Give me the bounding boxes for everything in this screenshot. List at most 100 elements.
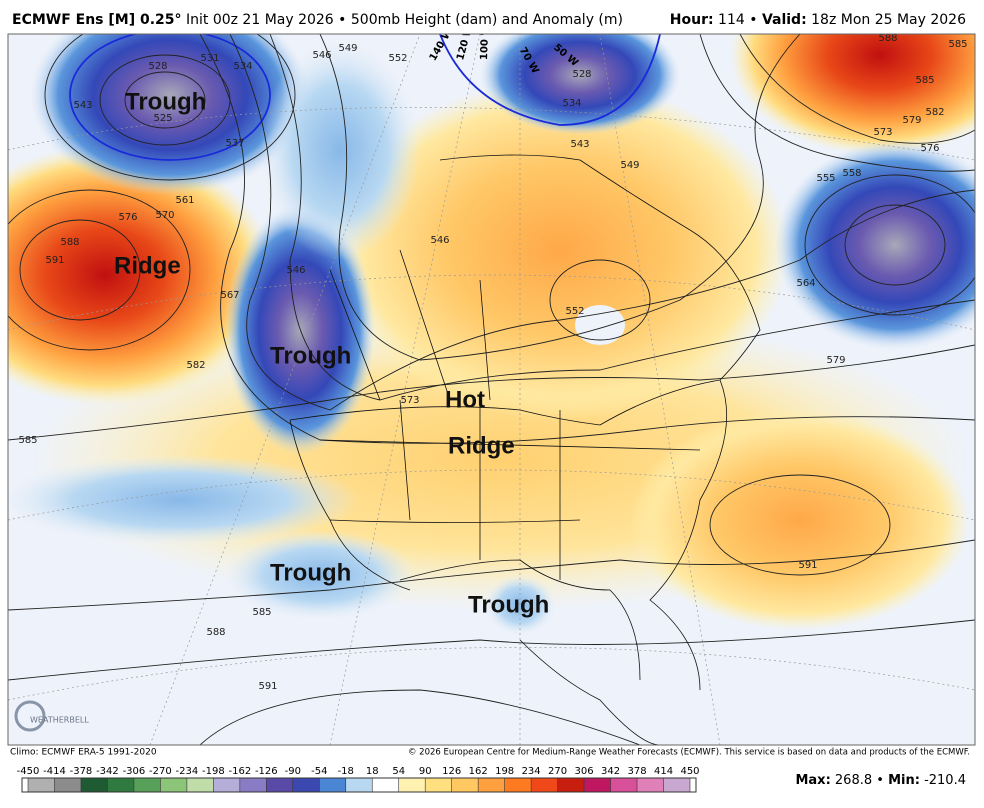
colorbar-segment xyxy=(319,778,346,792)
max: 268.8 xyxy=(835,773,872,788)
colorbar-segment xyxy=(425,778,452,792)
valid-time: Hour: 114 • Valid: 18z Mon 25 May 2026 xyxy=(670,12,966,28)
colorbar-frame xyxy=(21,777,697,793)
colorbar-segment xyxy=(398,778,426,792)
contour-label: 588 xyxy=(206,627,225,638)
logo-text: WEATHERBELL xyxy=(30,716,89,725)
graticule xyxy=(8,34,975,745)
contour-label: 552 xyxy=(565,306,584,317)
colorbar-segment xyxy=(584,778,611,792)
contour-label: 546 xyxy=(430,235,449,246)
contour-label: 573 xyxy=(873,127,892,138)
colorbar-tick-label: -342 xyxy=(96,766,119,777)
colorbar-segment xyxy=(610,778,638,792)
colorbar-tick-label: 378 xyxy=(627,766,646,777)
colorbar-segment xyxy=(54,778,81,792)
contour-label: 591 xyxy=(798,560,817,571)
colorbar-tick-label: 450 xyxy=(680,766,699,777)
colorbar-tick-label: 234 xyxy=(522,766,541,777)
contour-label: 534 xyxy=(562,98,581,109)
colorbar-segment xyxy=(28,778,55,792)
separator: • xyxy=(749,12,757,28)
contour-label: 531 xyxy=(200,53,219,64)
colorbar-segment xyxy=(160,778,187,792)
colorbar-segment xyxy=(531,778,558,792)
run: Init 00z 21 May 2026 • 500mb Height (dam… xyxy=(186,12,623,28)
colorbar-tick-label: -18 xyxy=(338,766,354,777)
model: ECMWF Ens [M] 0.25° xyxy=(12,12,182,28)
colorbar-tick-label: -54 xyxy=(311,766,327,777)
min: -210.4 xyxy=(924,773,966,788)
colorbar-tick-label: 342 xyxy=(601,766,620,777)
colorbar-tick-label: 162 xyxy=(469,766,488,777)
colorbar-tick-label: 54 xyxy=(392,766,405,777)
colorbar-segment xyxy=(186,778,214,792)
contour-label: 585 xyxy=(948,39,967,50)
feature-label: Hot xyxy=(445,386,485,413)
colorbar-segment xyxy=(266,778,293,792)
contour-label: 543 xyxy=(570,139,589,150)
min-label: Min: xyxy=(888,773,920,788)
borders xyxy=(289,154,761,745)
contour-label: 582 xyxy=(925,107,944,118)
logo: WEATHERBELL xyxy=(14,700,89,732)
colorbar-segment xyxy=(557,778,585,792)
contour-label: 549 xyxy=(620,160,639,171)
colorbar-tick-label: 306 xyxy=(575,766,594,777)
contour-label: 546 xyxy=(286,265,305,276)
contour-label: 588 xyxy=(878,33,897,44)
contour-label: 591 xyxy=(258,681,277,692)
colorbar-tick-label: -414 xyxy=(43,766,66,777)
colorbar-segment xyxy=(239,778,267,792)
contour-label: 528 xyxy=(572,69,591,80)
hour: 114 xyxy=(718,12,745,28)
colorbar-segment xyxy=(372,778,399,792)
contour-label: 537 xyxy=(225,138,244,149)
contour-label: 567 xyxy=(220,290,239,301)
climo: Climo: ECMWF ERA-5 1991-2020 xyxy=(10,748,157,758)
colorbar-segment xyxy=(80,778,108,792)
contour-label: 585 xyxy=(18,435,37,446)
colorbar-tick-label: 414 xyxy=(654,766,673,777)
contour-label: 543 xyxy=(73,100,92,111)
contour-label: 525 xyxy=(153,113,172,124)
contours xyxy=(8,34,975,745)
contour-label: 570 xyxy=(155,210,174,221)
contour-label: 579 xyxy=(902,115,921,126)
hour-label: Hour: xyxy=(670,12,714,28)
colorbar-tick-label: -198 xyxy=(202,766,225,777)
colorbar-tick-label: -306 xyxy=(123,766,146,777)
title: ECMWF Ens [M] 0.25° Init 00z 21 May 2026… xyxy=(12,12,623,28)
contour-label: 588 xyxy=(60,237,79,248)
feature-label: Trough xyxy=(270,342,351,369)
contour-label: 534 xyxy=(233,61,252,72)
colorbar-tick-label: -378 xyxy=(70,766,93,777)
feature-label: Ridge xyxy=(448,432,515,459)
colorbar-segment xyxy=(451,778,479,792)
colorbar-tick-label: -162 xyxy=(228,766,251,777)
colorbar-tick-label: -234 xyxy=(176,766,199,777)
colorbar-segment xyxy=(292,778,320,792)
feature-label: Trough xyxy=(125,88,206,115)
colorbar-tick-label: -270 xyxy=(149,766,172,777)
contour-label: 585 xyxy=(252,607,271,618)
colorbar: -450 -414 -378 -342 -306 -270 -234 -198 -162 -126… xyxy=(17,766,700,793)
colorbar-segment xyxy=(504,778,532,792)
anomaly-shading xyxy=(8,34,975,635)
colorbar-segment xyxy=(478,778,505,792)
colorbar-tick-label: -90 xyxy=(285,766,301,777)
contour-label: 555 xyxy=(816,173,835,184)
stats: Max: 268.8 • Min: -210.4 xyxy=(795,773,966,788)
contour-label: 564 xyxy=(796,278,815,289)
separator: • xyxy=(876,773,884,788)
header: ECMWF Ens [M] 0.25° Init 00z 21 May 2026… xyxy=(12,12,966,28)
contour-label: 591 xyxy=(45,255,64,266)
feature-labels: Trough Ridge Trough Hot Ridge Trough Tro… xyxy=(114,88,549,618)
colorbar-tick-label: -450 xyxy=(17,766,40,777)
copyright: © 2026 European Centre for Medium-Range … xyxy=(408,748,970,758)
colorbar-segment xyxy=(637,778,664,792)
contour-label: 573 xyxy=(400,395,419,406)
colorbar-segment xyxy=(107,778,134,792)
